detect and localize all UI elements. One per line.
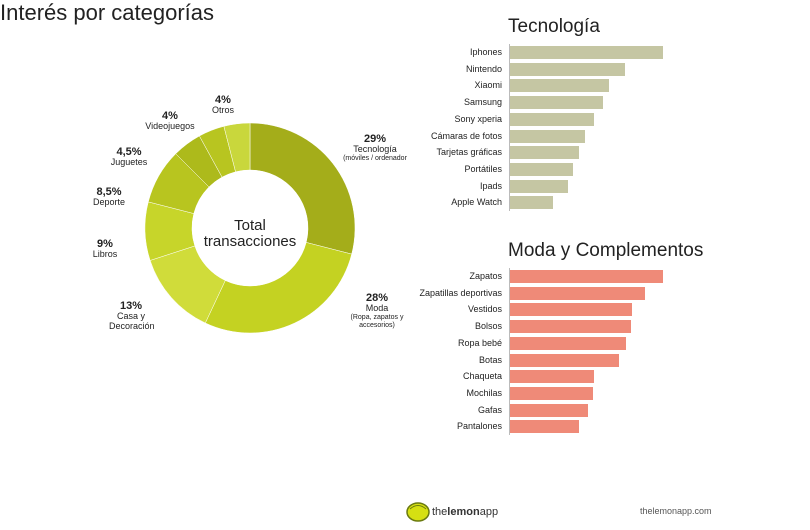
fashion-axis: [509, 268, 510, 435]
slice-sublabel: (Ropa, zapatos y accesorios): [350, 313, 404, 329]
slice-name: Otros: [211, 105, 234, 116]
lemon-logo-icon: [406, 502, 430, 522]
tech-bar: [510, 96, 604, 110]
fashion-bar: [510, 370, 595, 384]
tech-bar: [510, 62, 625, 76]
brand-part-the: the: [432, 506, 448, 518]
slice-sublabel: (móviles / ordenador: [343, 154, 407, 162]
tech-bar: [510, 79, 610, 93]
footer-url: thelemonapp.com: [640, 506, 712, 516]
tech-category-label: Sony xperia: [454, 113, 502, 124]
fashion-category-label: Zapatillas deportivas: [419, 287, 502, 298]
fashion-bar: [510, 320, 631, 334]
fashion-category-label: Vestidos: [467, 304, 502, 315]
slice-value: 29%: [363, 133, 387, 145]
tech-category-label: Ipads: [479, 180, 502, 191]
fashion-category-label: Zapatos: [469, 271, 502, 281]
tech-category-label: Tarjetas gráficas: [436, 147, 502, 158]
tech-category-label: Apple Watch: [451, 197, 502, 208]
footer-brand: thelemonapp: [432, 506, 498, 518]
fashion-bar: [510, 353, 619, 367]
slice-value: 9%: [97, 238, 113, 250]
donut-center-line-2: transacciones: [203, 232, 297, 250]
donut-chart-title: Interés por categorías: [0, 0, 215, 25]
slice-label-libros: 9% Libros: [85, 238, 125, 260]
fashion-category-label: Botas: [478, 354, 502, 365]
tech-chart-title: Tecnología: [508, 16, 600, 37]
fashion-bar: [510, 420, 579, 434]
tech-bar: [510, 179, 569, 193]
donut-center-line-1: Total: [234, 217, 266, 234]
slice-label-moda: 28% Moda (Ropa, zapatos y accesorios): [346, 292, 408, 329]
slice-name: Juguetes: [110, 157, 148, 168]
slice-name: Tecnología: [353, 144, 397, 155]
tech-category-label: Xiaomi: [474, 80, 502, 91]
fashion-bar: [510, 336, 627, 350]
slice-label-juguetes: 4,5% Juguetes: [104, 146, 154, 168]
brand-part-app: app: [479, 506, 499, 518]
tech-axis: [509, 44, 510, 211]
fashion-bar: [510, 386, 593, 400]
slice-name: Casa y Decoración: [109, 311, 155, 331]
fashion-category-label: Bolsos: [474, 321, 502, 332]
tech-category-label: Iphones: [469, 47, 502, 57]
slice-label-casa: 13% Casa y Decoración: [100, 300, 162, 332]
tech-category-label: Portátiles: [464, 163, 502, 174]
brand-part-lemon: lemon: [447, 506, 480, 518]
tech-bar: [510, 196, 553, 210]
slice-value: 8,5%: [96, 186, 122, 198]
fashion-category-label: Chaqueta: [462, 371, 502, 382]
tech-category-label: Cámaras de fotos: [430, 130, 502, 141]
slice-value: 4,5%: [116, 146, 142, 158]
fashion-bar: [510, 270, 663, 283]
fashion-bar: [510, 286, 645, 300]
slice-name: Moda: [365, 303, 389, 314]
slice-label-videojuegos: 4% Videojuegos: [140, 110, 200, 132]
slice-name: Videojuegos: [145, 121, 195, 132]
tech-bar: [510, 112, 595, 126]
slice-value: 4%: [162, 110, 178, 122]
slice-name: Libros: [92, 249, 118, 260]
tech-bar: [510, 129, 585, 143]
donut-center-text: Total transacciones: [195, 218, 305, 250]
tech-bar: [510, 146, 579, 160]
slice-label-tecnologia: 29% Tecnología (móviles / ordenador: [340, 133, 410, 163]
donut-hole: [192, 170, 308, 286]
fashion-category-label: Gafas: [477, 404, 502, 415]
slice-label-otros: 4% Otros: [203, 94, 243, 116]
fashion-bar: [510, 303, 633, 317]
tech-bar: [510, 162, 573, 176]
tech-bar: [510, 46, 663, 59]
fashion-category-label: Ropa bebé: [457, 337, 502, 348]
fashion-category-label: Mochilas: [466, 387, 502, 398]
fashion-bar: [510, 403, 589, 417]
slice-label-deporte: 8,5% Deporte: [84, 186, 134, 208]
slice-value: 28%: [365, 292, 389, 304]
fashion-chart-title: Moda y Complementos: [508, 240, 704, 261]
tech-category-label: Samsung: [463, 97, 502, 108]
slice-name: Deporte: [92, 197, 126, 208]
slice-value: 4%: [215, 94, 231, 106]
fashion-category-label: Pantalones: [456, 421, 502, 432]
slice-value: 13%: [119, 300, 143, 312]
tech-category-label: Nintendo: [465, 63, 502, 74]
